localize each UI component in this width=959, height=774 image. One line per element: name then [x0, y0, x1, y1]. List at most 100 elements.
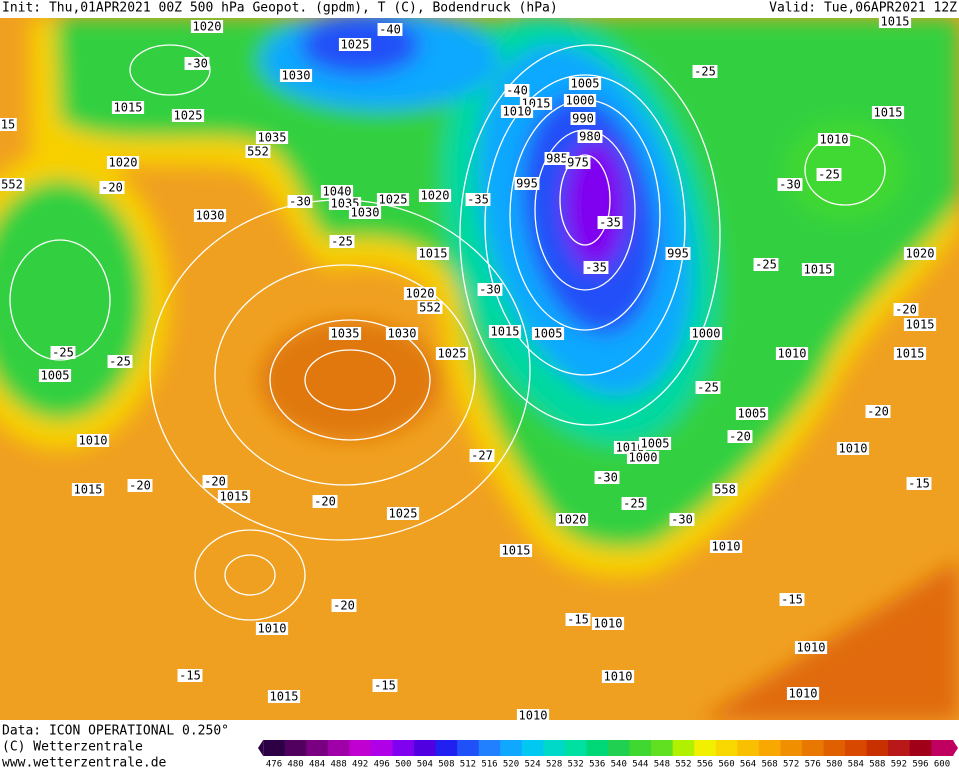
map-label-box [50, 346, 76, 359]
map-label: 1025 [174, 109, 203, 123]
map-label: -25 [623, 497, 645, 511]
map-label-box [591, 617, 625, 630]
map-label: 1030 [196, 209, 225, 223]
map-label: 1010 [797, 641, 826, 655]
colorbar-swatch [349, 740, 372, 756]
colorbar-swatch [327, 740, 350, 756]
colorbar-swatch [866, 740, 889, 756]
map-label-box [601, 670, 635, 683]
colorbar-label: 496 [374, 760, 390, 770]
map-label: 552 [247, 145, 269, 159]
map-label: 15 [1, 118, 15, 132]
map-label-box [906, 477, 932, 490]
colorbar-swatch [651, 740, 674, 756]
colorbar-swatch [478, 740, 501, 756]
map-label-box [279, 69, 313, 82]
map-label: -27 [471, 449, 493, 463]
colorbar-swatch [608, 740, 631, 756]
map-label-box [386, 507, 420, 520]
map-label: 1000 [566, 94, 595, 108]
map-label-box [465, 193, 491, 206]
map-label-box [320, 185, 354, 198]
map-label: 995 [516, 177, 538, 191]
map-label: 1035 [258, 131, 287, 145]
map-label: -35 [599, 216, 621, 230]
colorbar-swatch [629, 740, 652, 756]
map-label-box [516, 709, 550, 722]
map-label-box [255, 131, 289, 144]
map-label: 1020 [406, 287, 435, 301]
colorbar-label: 488 [331, 760, 347, 770]
map-label: -25 [694, 65, 716, 79]
map-label-box [544, 152, 570, 165]
map-label: 990 [572, 112, 594, 126]
colorbar-swatch [845, 740, 868, 756]
colorbar-swatch [694, 740, 717, 756]
map-label: -25 [52, 346, 74, 360]
map-label-box [565, 156, 591, 169]
colorbar-swatch [284, 740, 307, 756]
map-label: 1015 [419, 247, 448, 261]
map-label-box [287, 195, 313, 208]
map-label-box [577, 130, 603, 143]
colorbar-label: 524 [524, 760, 540, 770]
map-label: -30 [186, 57, 208, 71]
map-label-box [563, 94, 597, 107]
colorbar-swatch [931, 740, 954, 756]
colorbar-label: 588 [869, 760, 885, 770]
map-label: 1030 [351, 206, 380, 220]
map-label: -20 [129, 479, 151, 493]
map-label: 1005 [641, 437, 670, 451]
map-label: -25 [818, 168, 840, 182]
map-label: -25 [755, 258, 777, 272]
map-label: -20 [101, 181, 123, 195]
colorbar-swatch [737, 740, 760, 756]
map-label-box [217, 490, 251, 503]
colorbar-swatch [564, 740, 587, 756]
colorbar-label: 512 [460, 760, 476, 770]
map-label-box [753, 258, 779, 271]
map-label-box [621, 497, 647, 510]
map-label-box [665, 247, 691, 260]
map-label: 1015 [881, 15, 910, 29]
map-label: -15 [908, 477, 930, 491]
map-label: 552 [1, 178, 23, 192]
map-label: -25 [697, 381, 719, 395]
map-label-box [171, 109, 205, 122]
map-label-box [245, 145, 271, 158]
map-label: 1000 [692, 327, 721, 341]
map-label: 1025 [379, 193, 408, 207]
colorbar-label: 596 [912, 760, 928, 770]
map-label: 1010 [594, 617, 623, 631]
map-label: -20 [895, 303, 917, 317]
map-label-box [111, 101, 145, 114]
colorbar-swatch [780, 740, 803, 756]
map-label: 1005 [41, 369, 70, 383]
colorbar-label: 516 [481, 760, 497, 770]
map-label: 1015 [114, 101, 143, 115]
map-label-box [312, 495, 338, 508]
map-label-box [794, 641, 828, 654]
map-label: 1015 [502, 544, 531, 558]
colorbar-label: 520 [503, 760, 519, 770]
colorbar-swatch [392, 740, 415, 756]
header-right: Valid: Tue,06APR2021 12Z [769, 1, 957, 16]
map-label: -30 [596, 471, 618, 485]
map-label: -30 [779, 178, 801, 192]
map-label-box [568, 77, 602, 90]
map-label: -15 [179, 669, 201, 683]
colorbar-label: 548 [654, 760, 670, 770]
map-label: 1005 [738, 407, 767, 421]
colorbar-swatch [543, 740, 566, 756]
map-label-box [594, 471, 620, 484]
map-label-box [499, 544, 533, 557]
map-label-box [76, 434, 110, 447]
map-label: 1020 [906, 247, 935, 261]
colorbar-swatch [457, 740, 480, 756]
colorbar-label: 552 [675, 760, 691, 770]
map-label-box [695, 381, 721, 394]
map-label: 1010 [839, 442, 868, 456]
colorbar-label: 580 [826, 760, 842, 770]
